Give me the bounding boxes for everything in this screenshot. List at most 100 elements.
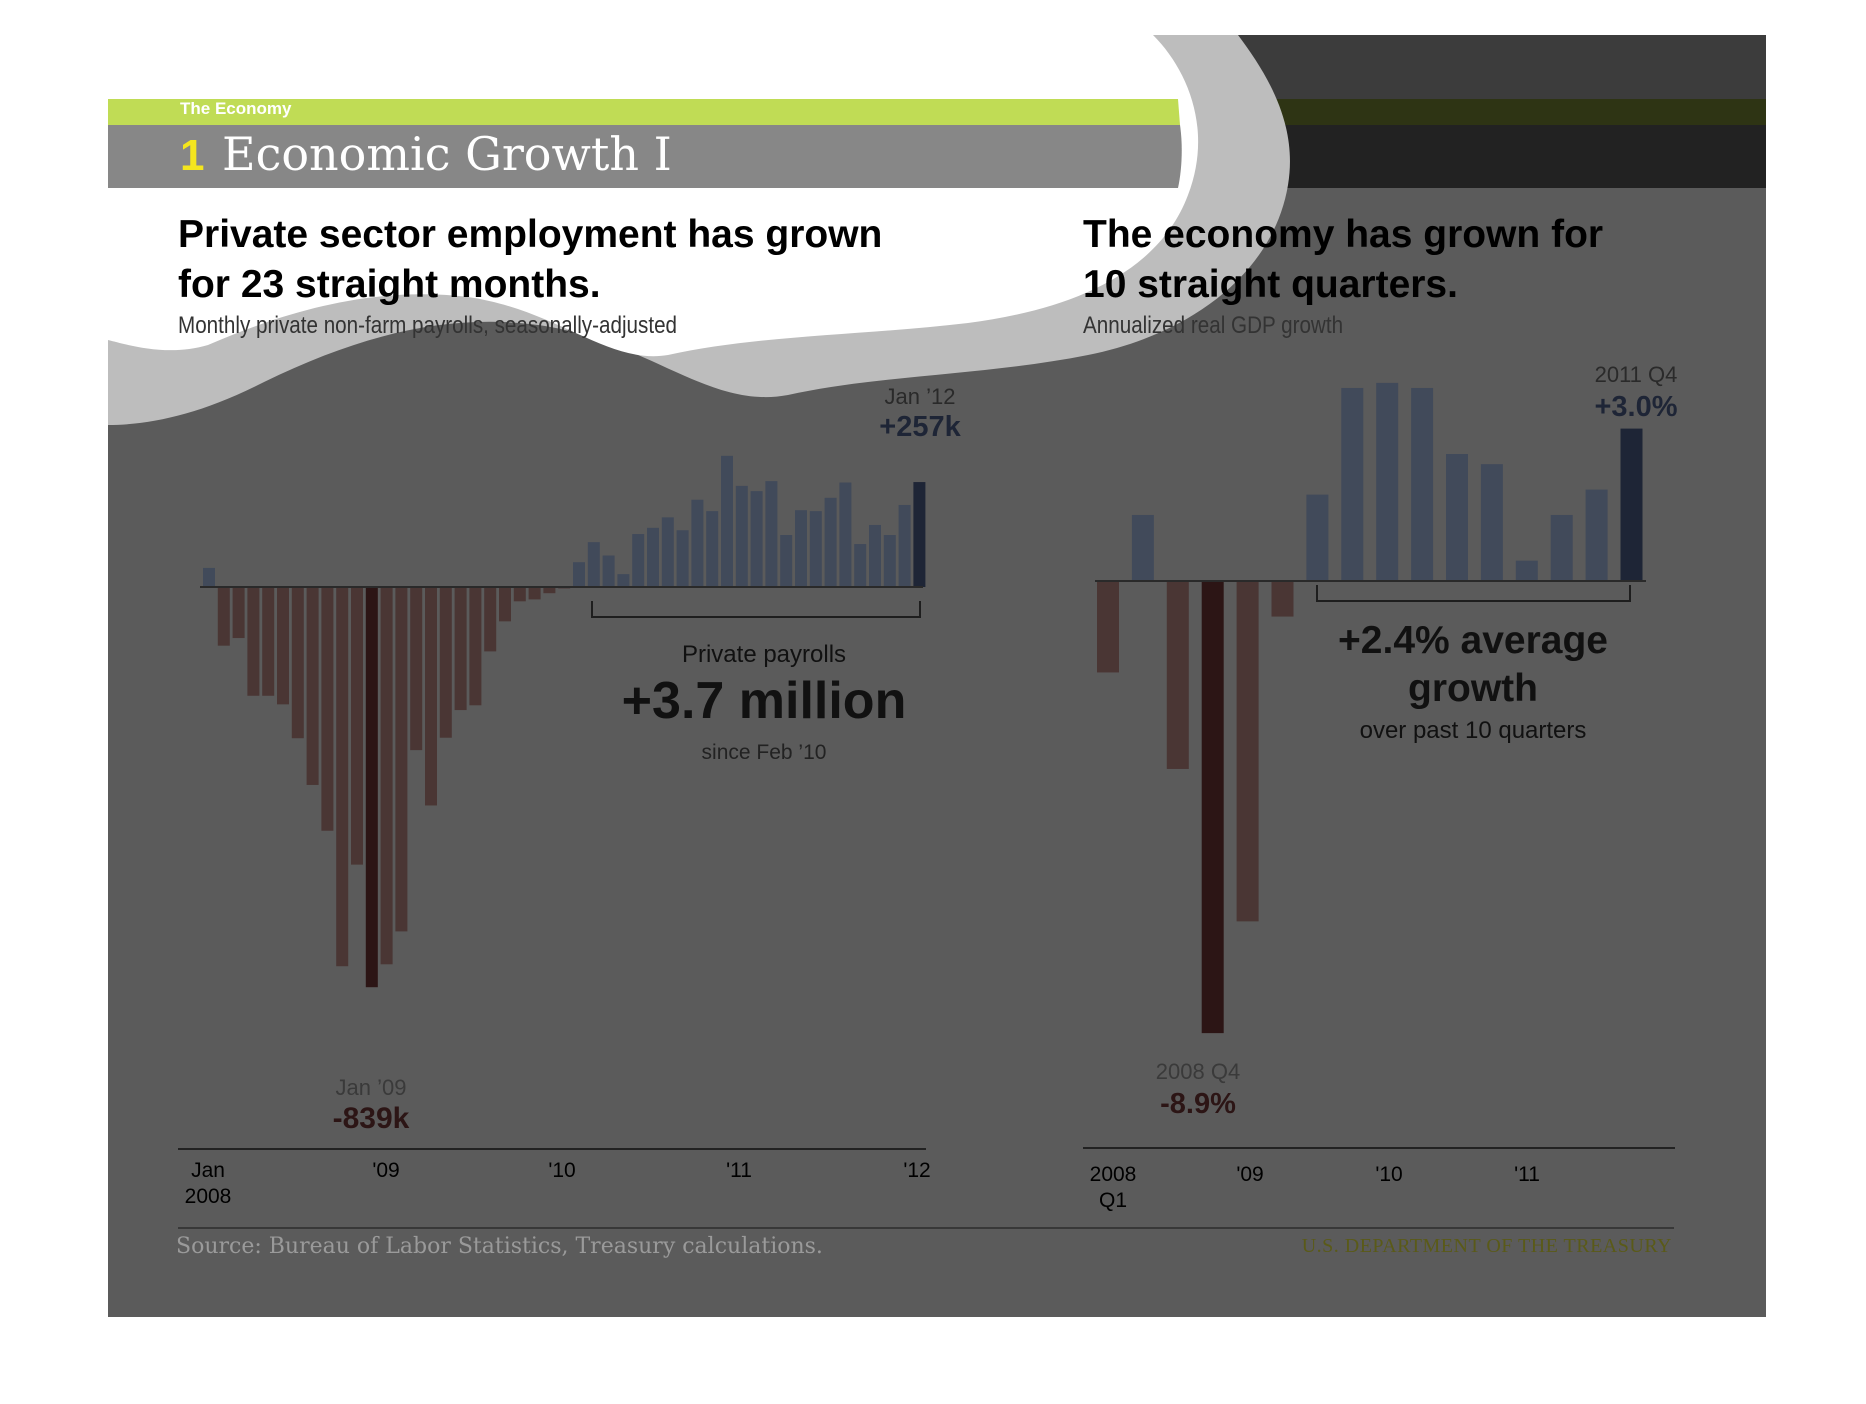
bar-mar-2011 (765, 481, 778, 587)
x-tick-label: '11 (1514, 1163, 1540, 1186)
bar-2011-q3 (1585, 489, 1608, 581)
bar-may-2011 (795, 510, 807, 587)
bar-may-2009 (439, 587, 452, 738)
bar-oct-2011 (869, 524, 881, 587)
bar-nov-2010 (706, 511, 719, 587)
payrolls-callout-title: Private payrolls (682, 641, 846, 668)
bar-sep-2008 (321, 587, 334, 831)
bar-feb-2011 (750, 491, 763, 587)
bar-sep-2011 (854, 544, 867, 587)
x-tick-label: '09 (372, 1159, 399, 1182)
bar-2011-q2 (1550, 514, 1573, 581)
bar-2009-q2 (1271, 581, 1294, 617)
gdp-callout-line2: growth (1408, 667, 1538, 710)
bar-2010-q3 (1446, 454, 1468, 581)
payrolls-x-ticks: Jan 2008 '09 '10 '11 '12 (185, 1159, 931, 1208)
payrolls-low-label: Jan ’09 (336, 1075, 407, 1100)
gdp-x-ticks: 2008 Q1 '09 '10 '11 (1090, 1163, 1540, 1212)
header-title-band (108, 125, 1182, 188)
bar-2008-q1 (1097, 581, 1119, 673)
left-headline: Private sector employment has grown for … (178, 210, 882, 310)
footer-rule (178, 1227, 1674, 1229)
bar-aug-2009 (484, 587, 497, 652)
bar-2011-q4 (1620, 428, 1643, 581)
bar-feb-2010 (573, 562, 585, 587)
x-tick-label: '12 (903, 1159, 930, 1182)
bar-jul-2010 (647, 527, 659, 587)
bar-jun-2010 (632, 534, 645, 587)
x-tick-label: '11 (726, 1159, 752, 1182)
bar-jan-2011 (735, 485, 748, 587)
x-tick-label: 2008 Q1 (1090, 1163, 1137, 1212)
bar-mar-2009 (410, 587, 423, 751)
header-green-band (108, 99, 1180, 125)
bar-2008-q3 (1166, 581, 1189, 769)
bar-feb-2008 (217, 587, 230, 646)
section-tag: The Economy (180, 99, 292, 118)
bar-2009-q1 (1236, 581, 1259, 922)
payrolls-chart: Private payrolls +3.7 million since Feb … (178, 384, 962, 1208)
agency-name: U.S. DEPARTMENT OF THE TREASURY (1301, 1235, 1672, 1257)
bar-2010-q2 (1411, 387, 1434, 581)
gdp-high-label: 2011 Q4 (1595, 362, 1678, 387)
title-number: 1 (180, 131, 205, 180)
bar-2011-q1 (1515, 560, 1538, 581)
bar-may-2008 (262, 587, 275, 696)
gdp-callout-note: over past 10 quarters (1360, 717, 1587, 744)
bar-aug-2011 (839, 482, 852, 587)
gdp-bars (1097, 382, 1643, 1034)
right-headline: The economy has grown for 10 straight qu… (1083, 210, 1603, 310)
bar-2010-q4 (1480, 464, 1503, 581)
left-headline-line1: Private sector employment has grown (178, 213, 883, 256)
bar-apr-2008 (247, 587, 260, 696)
bar-mar-2008 (232, 587, 245, 639)
bar-may-2010 (617, 574, 630, 587)
bar-mar-2010 (587, 542, 600, 587)
gdp-bracket (1316, 585, 1631, 602)
bar-jun-2008 (277, 587, 289, 705)
bar-jul-2009 (469, 587, 482, 706)
bar-dec-2009 (543, 587, 556, 594)
bar-2009-q4 (1341, 387, 1364, 581)
source-note: Source: Bureau of Labor Statistics, Trea… (176, 1234, 823, 1259)
bar-feb-2009 (395, 587, 408, 932)
x-tick-label: '09 (1236, 1163, 1263, 1186)
bar-aug-2008 (306, 587, 319, 785)
bar-jul-2008 (291, 587, 304, 739)
payrolls-high-label: Jan ’12 (885, 384, 956, 409)
right-headline-line1: The economy has grown for (1083, 213, 1604, 256)
x-tick-label: '10 (1375, 1163, 1402, 1186)
bar-2008-q4 (1201, 581, 1224, 1034)
background-graphic (108, 35, 1766, 425)
payrolls-high-value: +257k (879, 411, 961, 443)
bar-sep-2009 (499, 587, 511, 622)
bar-apr-2011 (780, 535, 793, 587)
bar-dec-2010 (721, 455, 733, 587)
payrolls-bracket (591, 601, 921, 618)
bar-nov-2011 (883, 535, 896, 587)
page-title: Economic Growth I (222, 127, 672, 181)
gdp-chart: +2.4% average growth over past 10 quarte… (1083, 362, 1678, 1212)
bar-2009-q3 (1306, 494, 1329, 581)
right-headline-line2: 10 straight quarters. (1083, 263, 1458, 306)
bar-nov-2009 (528, 587, 541, 600)
slide: The Economy 1 Economic Growth I Private … (108, 35, 1766, 1317)
bar-oct-2010 (691, 499, 704, 587)
bar-sep-2010 (676, 530, 689, 587)
payrolls-callout-value: +3.7 million (622, 672, 907, 730)
gdp-high-value: +3.0% (1594, 391, 1677, 423)
bar-apr-2010 (602, 555, 615, 587)
x-tick-label: Jan 2008 (185, 1159, 232, 1208)
bar-jun-2011 (809, 511, 822, 587)
gdp-low-value: -8.9% (1160, 1088, 1236, 1120)
bar-oct-2008 (336, 587, 349, 967)
left-headline-line2: for 23 straight months. (178, 263, 601, 306)
bar-jun-2009 (454, 587, 467, 711)
bar-apr-2009 (425, 587, 437, 806)
x-tick-label: '10 (548, 1159, 575, 1182)
bar-aug-2010 (661, 517, 674, 587)
bar-jul-2011 (824, 497, 837, 587)
payrolls-bars (203, 455, 926, 988)
bar-2010-q1 (1376, 382, 1399, 581)
payrolls-callout-note: since Feb ’10 (702, 741, 827, 764)
